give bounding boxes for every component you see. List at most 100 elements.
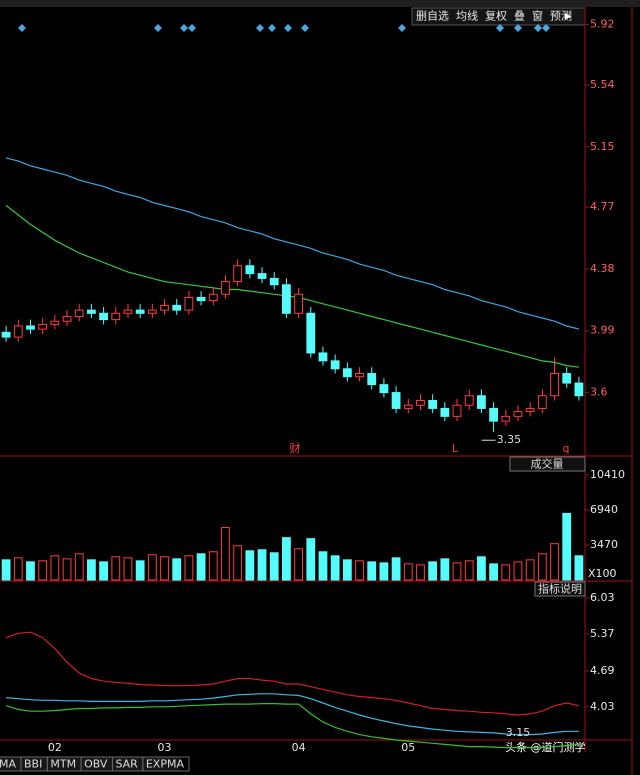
toolbar-button[interactable]: 删自选	[416, 10, 449, 23]
x-tick-label: 02	[48, 741, 62, 754]
volume-bar	[160, 556, 169, 581]
tab[interactable]: SAR	[115, 758, 138, 771]
volume-bar	[74, 553, 84, 581]
y-tick-label: 3470	[590, 538, 618, 551]
toolbar-button[interactable]: 均线	[456, 9, 478, 23]
volume-bar	[26, 561, 35, 581]
volume-bar	[282, 537, 291, 581]
toolbar-button[interactable]: 叠	[514, 10, 525, 23]
volume-bar	[342, 559, 352, 581]
unit-label: X100	[588, 567, 617, 580]
candle-body	[452, 404, 462, 417]
y-tick-label: 5.37	[590, 627, 615, 640]
panel-label-box	[534, 581, 586, 597]
candle-body	[147, 309, 157, 314]
candle-body	[294, 293, 303, 314]
y-tick-label: 3.99	[590, 324, 615, 337]
candle-body	[428, 400, 438, 409]
y-tick-label: 4.38	[590, 262, 615, 275]
volume-bar	[391, 557, 401, 581]
x-tick-label: 04	[292, 741, 306, 754]
volume-bar	[99, 561, 108, 581]
tab-bar	[0, 757, 180, 771]
y-tick-label: 5.54	[590, 78, 615, 91]
line-series	[5, 631, 580, 716]
tab-border	[142, 756, 190, 772]
candle-body	[306, 312, 316, 354]
volume-bar	[525, 559, 535, 581]
candle-body	[477, 395, 486, 409]
volume-bar	[38, 560, 48, 581]
candle-body	[1, 331, 11, 338]
volume-bar	[513, 561, 523, 581]
candle-body	[99, 312, 108, 321]
candle-body	[38, 323, 48, 330]
volume-bar	[379, 562, 389, 581]
candle-body	[574, 382, 584, 397]
tab[interactable]: MA	[0, 758, 16, 771]
candle-body	[525, 407, 535, 413]
candle-body	[221, 281, 230, 295]
line-series	[6, 693, 579, 736]
volume-bar	[318, 551, 328, 581]
candle-body	[160, 304, 169, 311]
volume-bar	[184, 555, 194, 581]
volume-bar	[62, 558, 72, 581]
tab[interactable]: BBI	[24, 758, 42, 771]
candle-body	[501, 415, 511, 422]
y-tick-label: 3.6	[590, 386, 608, 399]
volume-bar	[416, 564, 425, 581]
volume-bar	[172, 558, 182, 581]
y-tick-label: 6940	[590, 503, 618, 516]
volume-bar	[440, 558, 450, 581]
toolbar-button[interactable]: 预测	[550, 10, 572, 23]
candle-body	[196, 296, 206, 302]
candle-body	[172, 304, 182, 311]
candle-body	[379, 384, 389, 394]
volume-bar	[367, 561, 377, 581]
tab[interactable]: OBV	[84, 758, 108, 771]
volume-bar	[403, 563, 413, 581]
candle-body	[537, 395, 547, 409]
volume-bar	[50, 555, 60, 581]
line-series	[5, 157, 580, 330]
toolbar-button[interactable]: 复权	[485, 9, 507, 23]
candle-body	[184, 296, 194, 311]
candle-body	[111, 312, 121, 321]
y-tick-label: 5.92	[590, 18, 615, 31]
candle-body	[330, 360, 340, 370]
volume-bar	[135, 560, 145, 581]
panel-label: 指标说明	[538, 582, 582, 596]
volume-bar	[355, 560, 364, 581]
annotation: 3.15	[506, 726, 531, 739]
volume-bar	[294, 548, 303, 581]
candle-body	[391, 392, 401, 409]
candle-body	[367, 373, 377, 386]
volume-bar	[111, 556, 121, 581]
candle-body	[245, 265, 255, 275]
y-tick-label: 4.69	[590, 664, 615, 677]
volume-bar	[1, 559, 11, 581]
candle-body	[87, 309, 96, 314]
y-tick-label: 10410	[590, 468, 625, 481]
candle-body	[269, 277, 279, 286]
line-series	[5, 703, 579, 749]
volume-bar	[233, 545, 243, 581]
candle-body	[342, 368, 352, 378]
toolbar-button[interactable]: 窗	[532, 9, 543, 23]
event-diamonds	[18, 24, 550, 32]
candle-body	[440, 407, 450, 417]
volume-bar	[221, 527, 230, 581]
volume-bar	[537, 553, 547, 581]
volume-bar	[562, 512, 572, 581]
volume-bar	[501, 564, 511, 581]
toolbar-arrow	[565, 13, 571, 20]
candle-body	[513, 411, 523, 417]
candle-body	[318, 352, 328, 362]
candle-body	[403, 404, 413, 409]
tab[interactable]: MTM	[50, 758, 76, 771]
volume-bar	[13, 557, 23, 581]
volume-bar	[123, 557, 133, 581]
candle-body	[416, 400, 425, 406]
tab[interactable]: EXPMA	[146, 758, 185, 771]
